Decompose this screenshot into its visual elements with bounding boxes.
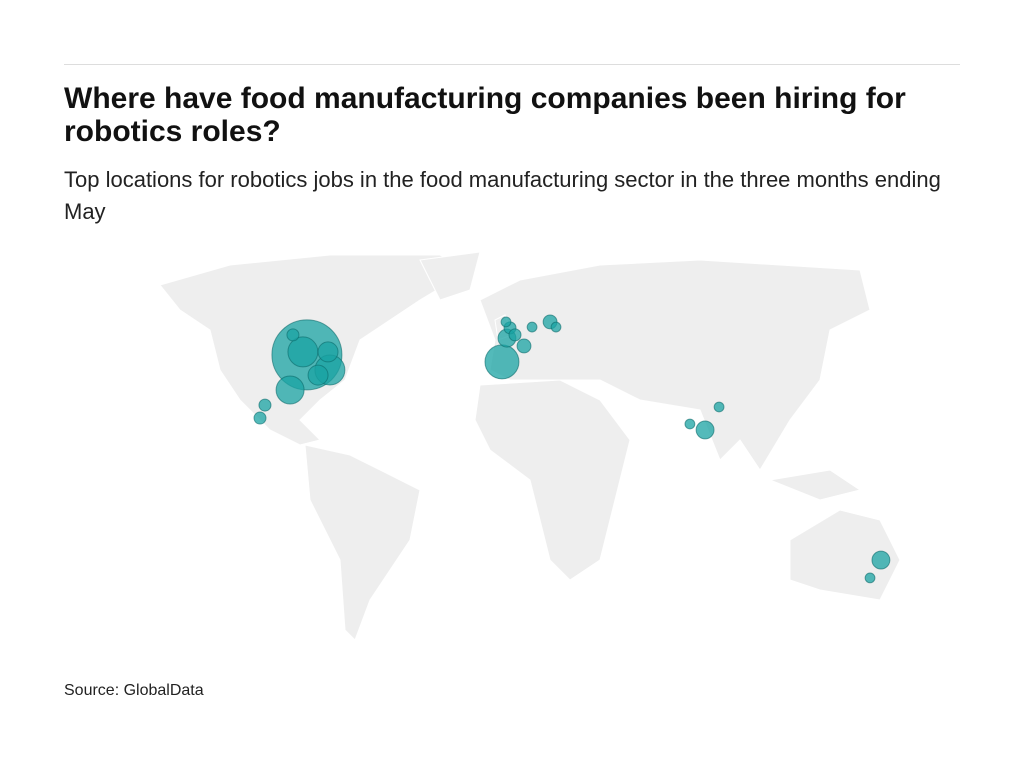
title: Where have food manufacturing companies … [64, 82, 906, 148]
top-rule [64, 64, 960, 65]
bubble [684, 418, 696, 430]
bubbles [253, 314, 891, 584]
bubble [253, 411, 267, 425]
bubble [526, 321, 538, 333]
bubble [713, 401, 725, 413]
bubble [871, 550, 891, 570]
bubble [516, 338, 532, 354]
source: Source: GlobalData [64, 682, 204, 699]
bubble [508, 328, 522, 342]
bubble [550, 321, 562, 333]
bubble [500, 316, 512, 328]
bubble [258, 398, 272, 412]
bubble [287, 336, 319, 368]
bubble [864, 572, 876, 584]
subtitle: Top locations for robotics jobs in the f… [64, 167, 941, 224]
bubble [307, 364, 329, 386]
bubble [286, 328, 300, 342]
bubble [484, 344, 520, 380]
bubble [317, 341, 339, 363]
bubble [275, 375, 305, 405]
land [159, 251, 901, 641]
bubble [695, 420, 715, 440]
